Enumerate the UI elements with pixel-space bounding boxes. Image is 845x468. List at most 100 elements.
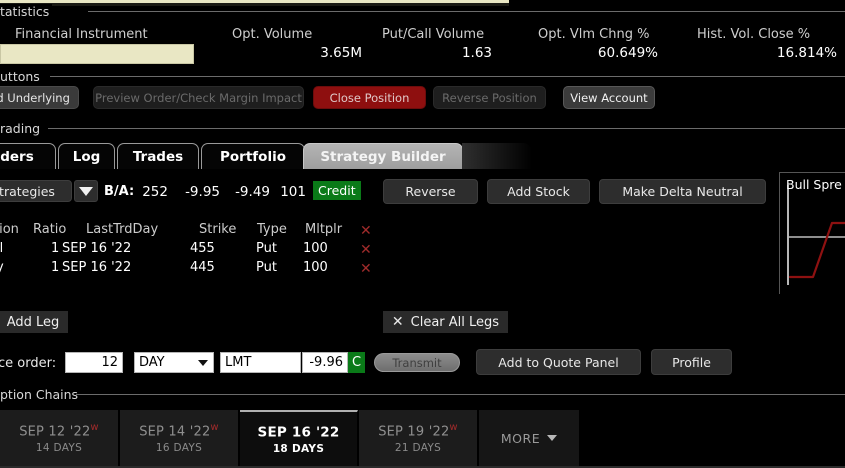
weekly-star-icon: w (90, 421, 99, 433)
expiry-tab-sep-16[interactable]: SEP 16 '22 18 DAYS (240, 410, 358, 466)
stat-header-opt-vlm-chng: Opt. Vlm Chng % (538, 27, 650, 42)
add-leg-button[interactable]: Add Leg (0, 311, 68, 333)
legs-header-mltplr: Mltplr (305, 222, 343, 237)
tab-strip-fade (462, 143, 532, 169)
bid-size-value: 252 (142, 184, 168, 200)
stat-value-opt-vlm-chng: 60.649% (597, 45, 658, 61)
option-chains-group-label: ption Chains (0, 387, 82, 402)
order-type-input[interactable]: LMT (220, 352, 301, 373)
bottom-rule (0, 466, 845, 468)
close-x-icon: ✕ (391, 314, 404, 330)
strategies-caret-down-icon[interactable] (74, 180, 98, 202)
legs-header-ratio: Ratio (33, 222, 67, 237)
stat-value-hist-vol-close: 16.814% (776, 45, 837, 61)
expiry-date: SEP 14 '22w (139, 421, 219, 440)
credit-flag-badge: C (348, 352, 365, 373)
strategies-button[interactable]: trategies (0, 180, 72, 202)
leg-strike: 455 (190, 241, 215, 256)
leg-delete-close-x-icon[interactable]: ✕ (360, 242, 372, 258)
ask-value: -9.49 (235, 184, 270, 200)
leg-strike: 445 (190, 260, 215, 275)
top-field-sliver (0, 0, 509, 3)
leg-action: ll (0, 241, 4, 256)
credit-badge: Credit (313, 181, 361, 200)
top-field-shadow (0, 3, 509, 6)
ask-size-value: 101 (280, 184, 306, 200)
tab-log[interactable]: Log (58, 143, 115, 169)
leg-lasttrdday: SEP 16 '22 (62, 241, 132, 256)
trading-group-rule (48, 128, 845, 129)
stat-header-put-call-volume: Put/Call Volume (382, 27, 485, 42)
buttons-group-rule (50, 76, 845, 77)
payoff-chart-panel (779, 172, 845, 294)
expiry-date: SEP 19 '22w (378, 421, 458, 440)
bid-ask-label: B/A: (104, 184, 135, 199)
leg-lasttrdday: SEP 16 '22 (62, 260, 132, 275)
legs-header-action: tion (0, 222, 19, 237)
limit-price-input[interactable]: -9.96 (302, 352, 348, 373)
place-order-label: ce order: (0, 356, 57, 371)
more-label: MORE (500, 430, 541, 446)
statistics-group-label: tatistics (0, 4, 53, 19)
financial-instrument-label: Financial Instrument (15, 27, 148, 42)
tab-orders[interactable]: ders (0, 143, 56, 169)
payoff-chart-svg (787, 185, 845, 285)
statistics-group-rule (88, 11, 845, 12)
expiry-date: SEP 12 '22w (19, 421, 99, 440)
transmit-button[interactable]: Transmit (374, 353, 460, 372)
leg-delete-close-x-icon[interactable]: ✕ (360, 261, 372, 277)
leg-type: Put (256, 241, 277, 256)
add-stock-button[interactable]: Add Stock (487, 179, 590, 204)
close-position-button[interactable]: Close Position (313, 86, 426, 109)
expiry-days: 18 DAYS (272, 443, 325, 456)
tab-portfolio[interactable]: Portfolio (201, 143, 305, 169)
legs-header-type: Type (257, 222, 287, 237)
make-delta-neutral-button[interactable]: Make Delta Neutral (599, 179, 766, 204)
tif-select[interactable]: DAY (134, 352, 214, 373)
weekly-star-icon: w (449, 421, 458, 433)
expiry-date: SEP 16 '22 (257, 424, 340, 441)
expiry-days: 16 DAYS (155, 442, 203, 455)
leg-ratio: 1 (51, 260, 60, 275)
financial-instrument-field[interactable] (0, 44, 194, 64)
stat-header-opt-volume: Opt. Volume (232, 27, 313, 42)
expiry-days: 21 DAYS (394, 442, 442, 455)
profile-button[interactable]: Profile (651, 349, 732, 375)
tab-trades[interactable]: Trades (117, 143, 199, 169)
leg-mltplr: 100 (303, 241, 328, 256)
option-chains-group-rule (76, 394, 845, 395)
add-to-quote-panel-button[interactable]: Add to Quote Panel (476, 349, 641, 375)
stat-value-put-call-volume: 1.63 (461, 45, 492, 61)
expiry-tab-sep-14[interactable]: SEP 14 '22w 16 DAYS (120, 410, 239, 466)
reverse-position-button[interactable]: Reverse Position (433, 86, 546, 109)
leg-ratio: 1 (51, 241, 60, 256)
leg-action: y (0, 260, 4, 275)
quantity-input[interactable]: 12 (65, 352, 123, 373)
trading-group-label: rading (0, 121, 44, 136)
tab-strategy-builder[interactable]: Strategy Builder (303, 143, 463, 169)
leg-mltplr: 100 (303, 260, 328, 275)
reverse-button[interactable]: Reverse (383, 179, 478, 204)
stat-value-opt-volume: 3.65M (320, 45, 362, 61)
expiry-tab-sep-19[interactable]: SEP 19 '22w 21 DAYS (359, 410, 478, 466)
expiry-tab-sep-12[interactable]: SEP 12 '22w 14 DAYS (0, 410, 119, 466)
bid-value: -9.95 (185, 184, 220, 200)
buttons-group-label: uttons (0, 69, 43, 84)
caret-down-icon (547, 435, 558, 441)
clear-all-legs-button[interactable]: ✕ Clear All Legs (383, 311, 508, 333)
payoff-chart-title: Bull Spre (786, 177, 842, 192)
preview-order-button[interactable]: Preview Order/Check Margin Impact (93, 86, 304, 109)
legs-header-strike: Strike (199, 222, 237, 237)
legs-header-lasttrdday: LastTrdDay (86, 222, 159, 237)
view-account-button[interactable]: View Account (563, 86, 655, 109)
more-expiries-button[interactable]: MORE (479, 410, 579, 466)
leg-type: Put (256, 260, 277, 275)
hold-underlying-button[interactable]: ld Underlying (0, 86, 79, 109)
legs-header-close-x-icon[interactable]: ✕ (360, 223, 372, 239)
tif-select-value: DAY (139, 355, 165, 370)
expiry-days: 14 DAYS (35, 442, 83, 455)
stat-header-hist-vol-close: Hist. Vol. Close % (697, 27, 811, 42)
weekly-star-icon: w (210, 421, 219, 433)
clear-all-legs-label: Clear All Legs (410, 314, 500, 330)
